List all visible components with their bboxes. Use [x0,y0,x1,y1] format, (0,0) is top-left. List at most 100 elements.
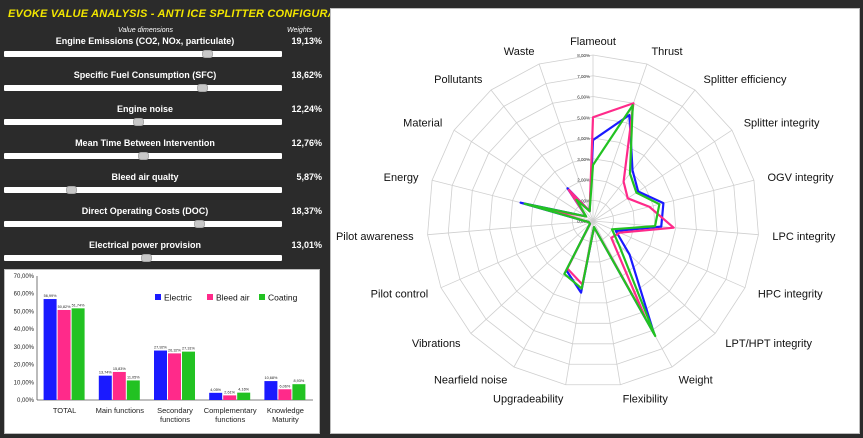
axis-label: Energy [384,172,419,184]
axis-label: LPC integrity [772,231,835,243]
weight-slider[interactable] [4,254,282,262]
weight-slider[interactable] [4,118,282,126]
legend-label: Electric [164,293,193,303]
r-tick-label: 5,00% [577,115,590,120]
dimension-label: Electrical power provision [88,240,202,250]
dimension-row: Bleed air qualty 5,87% [4,172,322,202]
grid-spoke [592,220,746,289]
slider-thumb[interactable] [140,254,152,262]
bar-bleed-air [278,389,292,400]
slider-thumb[interactable] [202,50,214,58]
x-tick-label: functions [160,415,190,424]
y-tick-label: 70,00% [14,274,35,280]
legend-swatch [155,294,161,300]
axis-label: Upgradeability [493,394,564,406]
grid-spoke [427,220,594,236]
dimension-weight: 18,62% [291,70,322,80]
dimension-weight: 5,87% [296,172,322,182]
dimension-label: Specific Fuel Consumption (SFC) [73,70,217,80]
bar-coating [237,392,251,400]
data-label: 27,92% [154,346,168,350]
grid-spoke [592,63,648,222]
grid-spoke [453,129,594,222]
y-tick-label: 60,00% [14,292,35,298]
x-tick-label: Knowledge [267,406,304,415]
dimension-label: Engine noise [116,104,173,114]
y-tick-label: 30,00% [14,345,35,351]
dimension-row: Engine Emissions (CO2, NOx, particulate)… [4,36,322,66]
weight-slider[interactable] [4,50,282,58]
weight-slider[interactable] [4,186,282,194]
axis-label: Pollutants [434,74,483,86]
legend-swatch [207,294,213,300]
dimension-weight: 13,01% [291,240,322,250]
dimension-weight: 18,37% [291,206,322,216]
bar-bleed-air [223,395,237,400]
axis-label: Flexibility [623,394,669,406]
r-tick-label: 4,00% [577,136,590,141]
y-tick-label: 0,00% [17,398,35,404]
slider-thumb[interactable] [194,220,206,228]
grid-spoke [565,220,594,385]
slider-thumb[interactable] [138,152,149,160]
weights-header: Weights [287,27,313,34]
grid-spoke [592,129,733,222]
bar-bleed-air [112,371,126,400]
r-tick-label: 3,00% [577,157,590,162]
grid-spoke [592,89,696,222]
radar-chart: 0,00%1,00%2,00%3,00%4,00%5,00%6,00%7,00%… [336,36,836,406]
axis-label: OGV integrity [767,172,834,184]
bar-electric [209,392,223,400]
dimension-weight: 12,24% [291,104,322,114]
axis-label: Pilot awareness [336,231,414,243]
weight-slider[interactable] [4,152,282,160]
r-tick-label: 8,00% [577,53,590,58]
data-label: 2,61% [224,390,235,394]
bar-electric [264,381,278,400]
axis-label: Thrust [651,46,682,58]
grid-spoke [592,179,755,222]
data-label: 15,83% [113,367,127,371]
bar-coating [126,380,140,400]
bar-electric [154,350,167,400]
legend-swatch [259,294,265,300]
axis-label: Splitter efficiency [704,74,787,86]
weight-slider[interactable] [4,220,282,228]
axis-label: Pilot control [371,288,428,300]
axis-label: Flameout [570,36,616,48]
series-line-coating [523,104,661,338]
bar-bleed-air [57,309,71,400]
dimension-row: Mean Time Between Intervention 12,76% [4,138,322,168]
y-tick-label: 10,00% [14,380,35,386]
data-label: 10,68% [264,376,278,380]
grid-ring [447,75,739,365]
grid-spoke [592,220,621,385]
r-tick-label: 1,00% [577,198,590,203]
dimension-row: Direct Operating Costs (DOC) 18,37% [4,206,322,236]
dimension-label: Mean Time Between Intervention [75,138,215,148]
dimension-row: Electrical power provision 13,01% [4,240,322,270]
axis-label: Splitter integrity [744,118,820,130]
slider-thumb[interactable] [65,186,77,194]
bar-coating [292,384,306,400]
slider-thumb[interactable] [196,84,208,92]
bar-coating [71,308,85,400]
axis-label: HPC integrity [758,288,823,300]
data-label: 6,06% [280,384,291,388]
grid-ring [530,158,656,283]
dimension-weight: 19,13% [291,36,322,46]
x-tick-label: Main functions [96,406,145,415]
data-label: 51,74% [72,303,86,307]
y-tick-label: 40,00% [14,327,35,333]
data-label: 26,32% [168,348,182,352]
dimension-weight: 12,76% [291,138,322,148]
weight-slider[interactable] [4,84,282,92]
data-label: 13,74% [99,371,113,375]
axis-label: Nearfield noise [434,374,507,386]
legend-label: Coating [268,293,298,303]
dimensions-header: Value dimensions [118,27,173,34]
y-tick-label: 50,00% [14,309,35,315]
slider-thumb[interactable] [132,118,144,126]
grid-spoke [592,220,716,334]
r-tick-label: 6,00% [577,95,590,100]
